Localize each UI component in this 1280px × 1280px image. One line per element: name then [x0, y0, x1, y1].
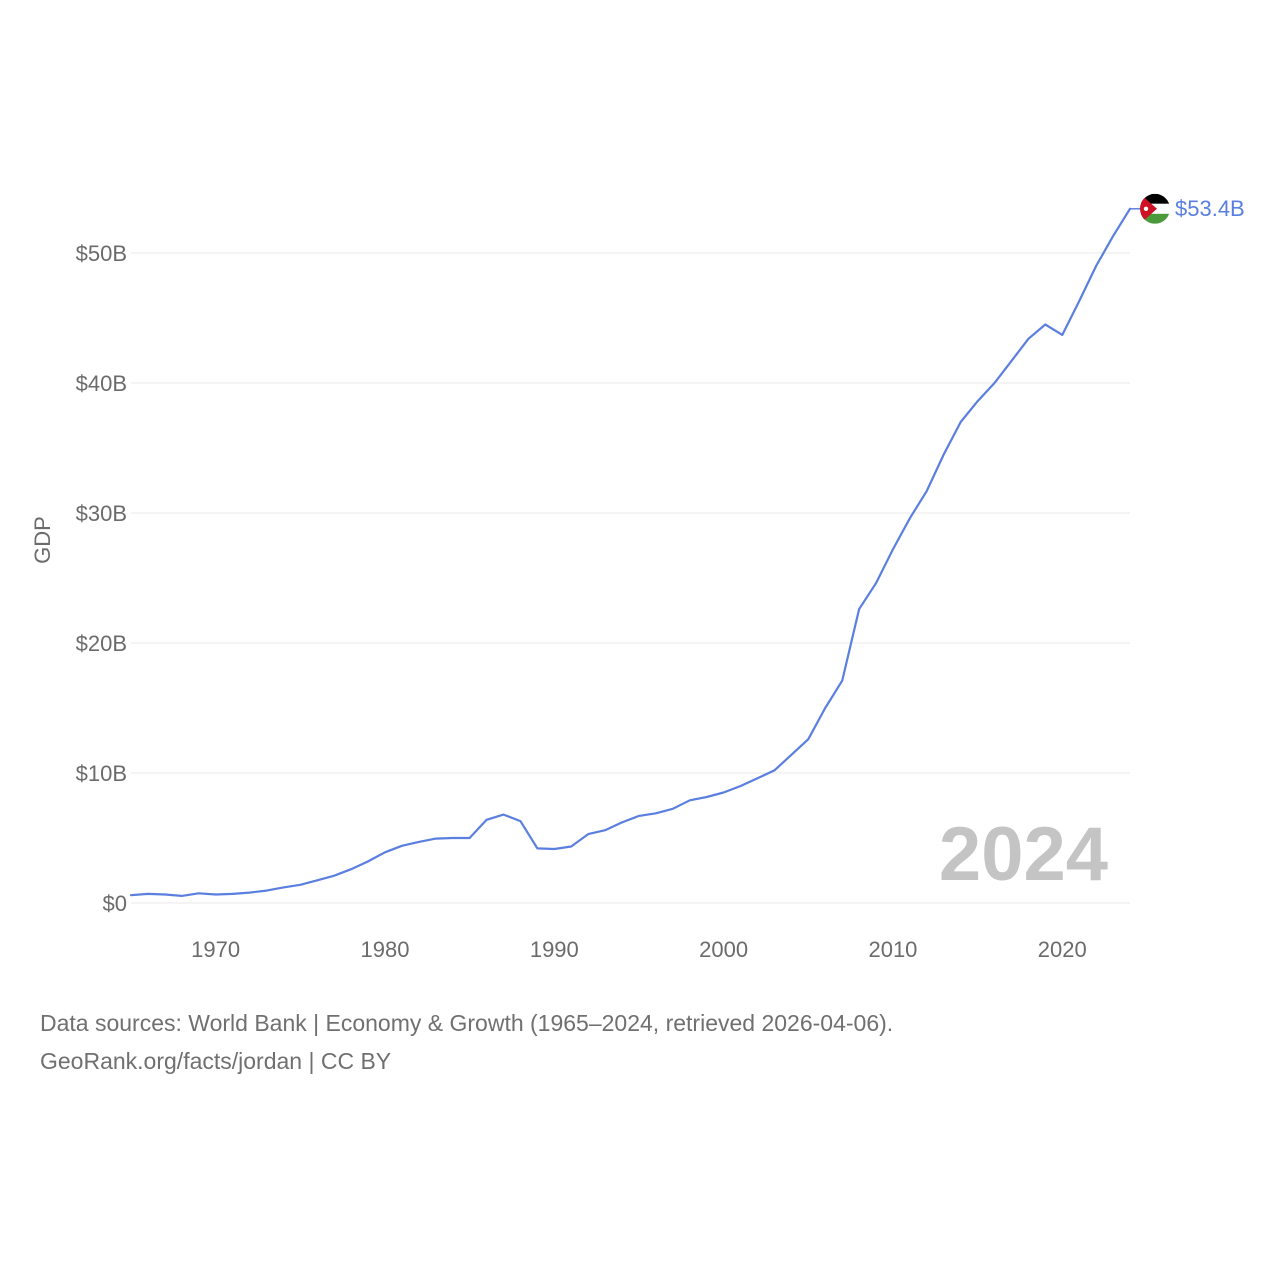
- x-tick-label: 1970: [191, 937, 240, 962]
- series-group: $53.4B: [129, 193, 1245, 898]
- x-axis-ticks: 1970 1980 1990 2000 2010 2020: [191, 937, 1087, 962]
- jordan-flag-icon: [1140, 193, 1170, 224]
- footer: Data sources: World Bank | Economy & Gro…: [40, 1004, 893, 1080]
- y-tick-label: $10B: [76, 761, 127, 786]
- x-tick-label: 2000: [699, 937, 748, 962]
- gdp-line-chart: $0 $10B $20B $30B $40B $50B 1970 1980 1990 2000 2…: [30, 193, 1245, 962]
- end-value-label: $53.4B: [1175, 196, 1245, 221]
- data-sources-text: Data sources: World Bank | Economy & Gro…: [40, 1010, 894, 1036]
- current-year-label: 2024: [939, 812, 1108, 897]
- x-tick-label: 2010: [868, 937, 917, 962]
- y-tick-label: $40B: [76, 371, 127, 396]
- attribution-text: GeoRank.org/facts/jordan | CC BY: [40, 1048, 392, 1074]
- y-tick-label: $30B: [76, 501, 127, 526]
- gridlines: [131, 252, 1130, 904]
- y-tick-label: $50B: [76, 241, 127, 266]
- y-tick-label: $0: [103, 891, 127, 916]
- x-tick-label: 1990: [530, 937, 579, 962]
- x-tick-label: 2020: [1038, 937, 1087, 962]
- y-axis-ticks: $0 $10B $20B $30B $40B $50B: [76, 241, 127, 916]
- y-axis-title: GDP: [30, 516, 55, 564]
- y-tick-label: $20B: [76, 631, 127, 656]
- x-tick-label: 1980: [361, 937, 410, 962]
- series-line-jordan: [129, 207, 1132, 898]
